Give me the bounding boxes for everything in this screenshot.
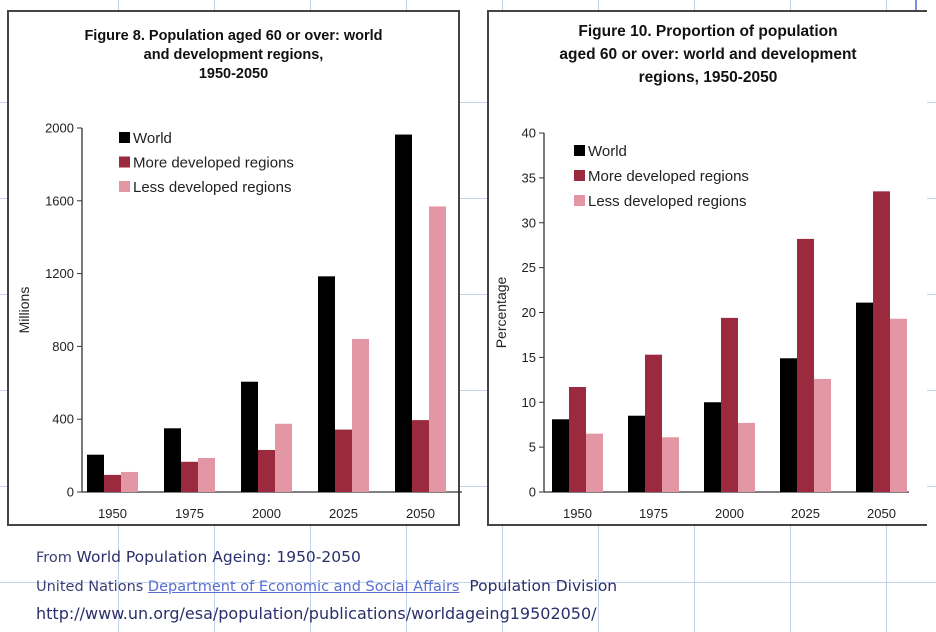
publisher-line: United Nations Department of Economic an…	[36, 577, 617, 595]
source-line: From World Population Ageing: 1950-2050	[36, 548, 361, 566]
y-tick-label: 0	[529, 485, 536, 500]
source-url[interactable]: http://www.un.org/esa/population/publica…	[36, 604, 597, 623]
bar-world	[704, 402, 721, 492]
bar-more-developed-regions	[721, 317, 738, 492]
bar-more-developed-regions	[412, 420, 429, 492]
x-tick-label: 1950	[98, 506, 127, 521]
y-tick-label: 5	[529, 440, 536, 455]
figure-8-title-line: and development regions,	[143, 47, 324, 63]
y-tick-label: 35	[522, 170, 536, 185]
x-tick-label: 1975	[639, 506, 668, 521]
legend-label: World	[133, 130, 172, 147]
legend-swatch	[119, 132, 130, 143]
y-tick-label: 0	[67, 485, 74, 500]
x-tick-label: 2025	[791, 506, 820, 521]
source-prefix: From	[36, 550, 77, 566]
figure-8-title-line: Figure 8. Population aged 60 or over: wo…	[84, 28, 383, 44]
bar-more-developed-regions	[181, 461, 198, 492]
y-tick-label: 10	[522, 395, 536, 410]
bar-more-developed-regions	[873, 191, 890, 492]
bar-more-developed-regions	[335, 429, 352, 492]
legend-swatch	[574, 195, 585, 206]
y-tick-label: 1200	[45, 266, 74, 281]
legend-label: World	[588, 143, 627, 160]
legend-label: Less developed regions	[133, 179, 291, 196]
figure-8-title-line: 1950-2050	[198, 66, 269, 82]
bar-less-developed-regions	[814, 378, 831, 492]
bar-less-developed-regions	[429, 206, 446, 492]
source-title: World Population Ageing: 1950-2050	[76, 548, 361, 566]
bar-world	[856, 302, 873, 492]
figure-10-panel: Figure 10. Proportion of population aged…	[487, 10, 927, 526]
legend-label: More developed regions	[133, 155, 294, 172]
bar-world	[552, 419, 569, 492]
y-tick-label: 20	[522, 305, 536, 320]
publisher-prefix: United Nations	[36, 579, 148, 595]
bar-world	[780, 358, 797, 492]
desa-link[interactable]: Department of Economic and Social Affair…	[147, 579, 460, 595]
figure-8-panel: Figure 8. Population aged 60 or over: wo…	[7, 10, 462, 526]
legend-swatch	[574, 170, 585, 181]
bar-less-developed-regions	[738, 422, 755, 492]
x-tick-label: 2025	[329, 506, 358, 521]
figure-8-title: Figure 8. Population aged 60 or over: wo…	[9, 27, 458, 84]
bar-more-developed-regions	[645, 354, 662, 492]
bar-more-developed-regions	[104, 474, 121, 492]
figure-10-title-line: Figure 10. Proportion of population	[578, 23, 838, 40]
y-tick-label: 30	[522, 215, 536, 230]
y-axis-title: Percentage	[493, 276, 509, 348]
bar-world	[164, 428, 181, 492]
bar-world	[87, 454, 104, 492]
figure-10-title: Figure 10. Proportion of population aged…	[489, 20, 927, 89]
bar-world	[628, 415, 645, 492]
legend-swatch	[574, 145, 585, 156]
bar-less-developed-regions	[586, 433, 603, 492]
bar-more-developed-regions	[258, 449, 275, 492]
bar-less-developed-regions	[198, 457, 215, 492]
bar-less-developed-regions	[352, 338, 369, 492]
legend-swatch	[119, 156, 130, 168]
bar-world	[241, 381, 258, 492]
legend-label: Less developed regions	[588, 193, 746, 210]
legend-label: More developed regions	[588, 168, 749, 185]
bar-more-developed-regions	[569, 386, 586, 492]
legend-swatch	[119, 181, 130, 192]
y-tick-label: 15	[522, 350, 536, 365]
y-tick-label: 25	[522, 260, 536, 275]
bar-less-developed-regions	[275, 423, 292, 492]
x-tick-label: 1975	[175, 506, 204, 521]
x-tick-label: 2000	[252, 506, 281, 521]
figure-10-title-line: regions, 1950-2050	[638, 69, 778, 86]
y-tick-label: 40	[522, 126, 536, 141]
bar-world	[318, 276, 335, 492]
bar-more-developed-regions	[797, 238, 814, 492]
bar-less-developed-regions	[121, 471, 138, 492]
x-tick-label: 1950	[563, 506, 592, 521]
bar-less-developed-regions	[662, 437, 679, 492]
publisher-division: Population Division	[459, 577, 618, 595]
y-tick-label: 800	[52, 339, 74, 354]
y-tick-label: 1600	[45, 193, 74, 208]
bar-less-developed-regions	[890, 318, 907, 492]
figure-8-chart: 0 400 800 1200 1600 2000 Millions 1950 1975 2000 2…	[16, 121, 462, 521]
figure-10-title-line: aged 60 or over: world and development	[559, 46, 857, 63]
x-tick-label: 2050	[406, 506, 435, 521]
x-tick-label: 2050	[867, 506, 896, 521]
y-axis-title: Millions	[16, 287, 32, 334]
y-tick-label: 400	[52, 412, 74, 427]
x-tick-label: 2000	[715, 506, 744, 521]
bar-world	[395, 134, 412, 492]
y-tick-label: 2000	[45, 121, 74, 136]
